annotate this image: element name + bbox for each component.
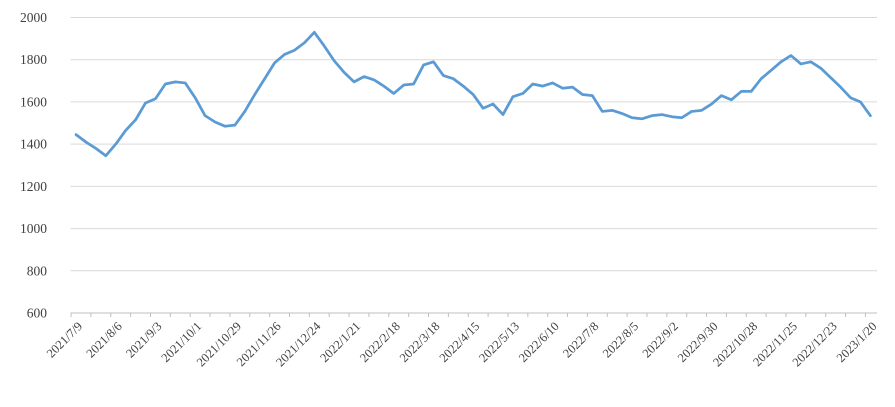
y-axis-tick-label: 1800 (20, 52, 47, 67)
y-axis-tick-label: 1400 (20, 137, 47, 152)
x-axis-tick-label: 2022/7/8 (560, 319, 601, 360)
x-axis-tick-label: 2023/1/20 (834, 319, 880, 365)
y-axis-tick-label: 600 (27, 306, 48, 321)
y-axis-tick-label: 1600 (20, 94, 47, 109)
x-axis-tick-label: 2022/1/21 (317, 319, 363, 365)
y-axis-tick-label: 800 (27, 263, 48, 278)
x-axis-tick-label: 2022/6/10 (516, 319, 562, 365)
data-line-series (74, 30, 872, 158)
x-axis-tick-label: 2022/2/18 (357, 319, 403, 365)
y-axis-tick-label: 1000 (20, 221, 47, 236)
y-axis-tick-label: 1200 (20, 179, 47, 194)
x-axis-tick-label: 2022/4/15 (437, 319, 483, 365)
x-axis-tick-label: 2022/8/5 (600, 319, 641, 360)
x-axis-tick-label: 2021/7/9 (44, 319, 85, 360)
x-axis-tick-label: 2021/8/6 (84, 319, 125, 360)
y-axis-tick-label: 2000 (20, 10, 47, 25)
x-axis-tick-label: 2022/3/18 (397, 319, 443, 365)
x-axis-tick-label: 2022/5/13 (476, 319, 522, 365)
